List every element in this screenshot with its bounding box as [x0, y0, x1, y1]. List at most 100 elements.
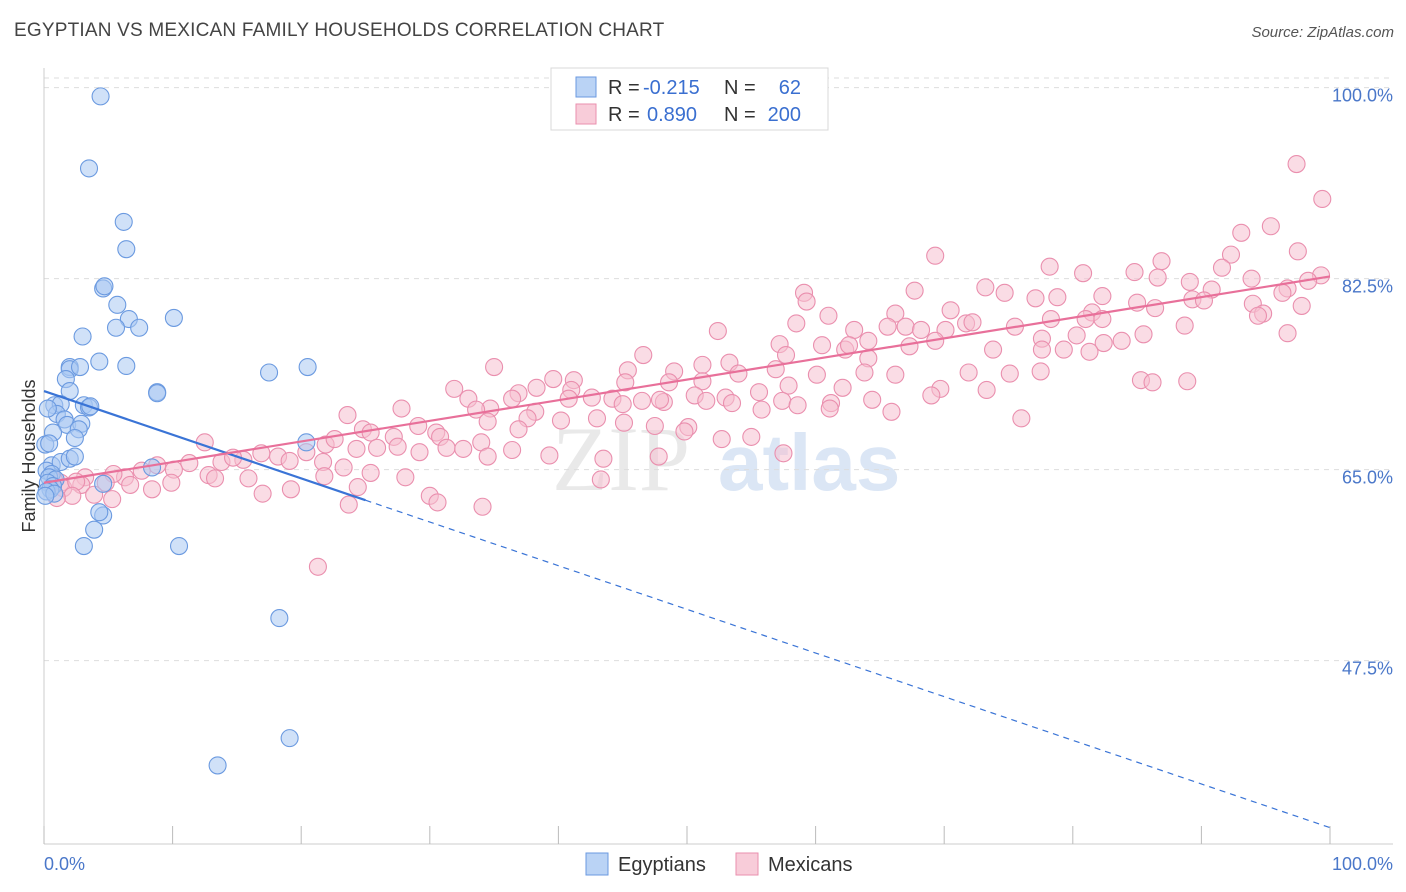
mexican-point	[774, 444, 793, 463]
mexican-point	[1194, 291, 1214, 310]
mexican-point	[121, 475, 140, 494]
mexican-point	[905, 281, 924, 300]
mexican-point	[594, 449, 613, 468]
y-tick-label: 100.0%	[1332, 86, 1393, 106]
egyptian-point	[270, 609, 289, 628]
mexican-point	[1278, 324, 1297, 343]
mexican-point	[428, 493, 447, 512]
egyptian-point	[65, 428, 84, 448]
mexican-point	[587, 409, 607, 428]
mexican-point	[334, 458, 353, 477]
egyptian-point	[106, 318, 126, 337]
series-egyptians	[36, 87, 317, 775]
mexican-point	[976, 278, 995, 297]
mexican-point	[819, 306, 838, 325]
egyptian-point	[108, 295, 127, 314]
mexican-point	[388, 437, 407, 456]
egyptian-point	[38, 399, 57, 418]
mexican-point	[253, 484, 272, 503]
mexican-point	[338, 406, 357, 425]
mexican-point	[995, 283, 1014, 302]
mexican-point	[963, 313, 982, 332]
legend-n-value-egyptians: 62	[779, 77, 801, 99]
mexican-point	[787, 314, 806, 333]
x-tick-label-min: 0.0%	[44, 854, 85, 874]
legend-r-value-egyptians: -0.215	[643, 77, 700, 99]
egyptian-point	[65, 447, 84, 466]
mexican-point	[445, 379, 464, 398]
mexican-point	[812, 336, 832, 355]
mexican-point	[1080, 342, 1099, 361]
y-tick-label: 47.5%	[1342, 659, 1393, 679]
mexican-point	[527, 378, 546, 397]
mexican-point	[503, 440, 522, 460]
mexican-point	[348, 478, 367, 497]
egyptian-point	[70, 358, 90, 377]
mexican-point	[1178, 372, 1197, 391]
legend-swatch-egyptians	[575, 76, 597, 98]
mexican-point	[142, 480, 162, 499]
mexican-point	[797, 292, 816, 311]
mexican-point	[1094, 333, 1113, 353]
mexican-point	[308, 557, 327, 576]
mexican-point	[863, 390, 882, 409]
mexican-point	[749, 383, 769, 402]
mexican-point	[649, 447, 668, 466]
mexican-point	[361, 463, 380, 482]
egyptian-point	[208, 756, 227, 775]
mexican-point	[693, 355, 712, 374]
y-tick-labels: 47.5% 65.0% 82.5% 100.0%	[1332, 86, 1393, 679]
mexican-point	[807, 365, 826, 384]
mexican-point	[613, 395, 632, 414]
egyptian-point	[91, 87, 110, 106]
mexican-point	[650, 390, 670, 409]
series-mexicans	[45, 154, 1332, 576]
legend-label-egyptians: Egyptians	[618, 854, 706, 876]
mexican-point	[882, 402, 901, 421]
mexican-point	[1032, 340, 1051, 359]
mexican-point	[1273, 283, 1292, 302]
mexican-point	[478, 412, 497, 431]
mexican-point	[1048, 288, 1067, 307]
mexican-point	[591, 470, 610, 489]
mexican-point	[410, 443, 429, 462]
mexican-point	[1287, 154, 1306, 174]
egyptian-point	[164, 308, 183, 327]
mexican-point	[1152, 252, 1171, 271]
egyptian-point	[117, 240, 136, 259]
egyptian-point	[148, 384, 167, 403]
mexican-point	[315, 467, 334, 486]
mexican-point	[712, 430, 731, 449]
mexican-point	[766, 360, 785, 379]
mexican-point	[503, 389, 522, 408]
mexican-point	[896, 317, 915, 336]
egyptian-point	[73, 327, 92, 346]
mexican-point	[1040, 257, 1059, 276]
mexican-point	[977, 380, 996, 400]
mexican-point	[409, 416, 428, 436]
chart-title: EGYPTIAN VS MEXICAN FAMILY HOUSEHOLDS CO…	[14, 20, 665, 41]
mexican-point	[708, 321, 727, 341]
mexican-point	[540, 446, 559, 465]
legend-swatch-egyptians-bottom	[585, 852, 609, 876]
legend-n-label-mexicans: N =	[724, 104, 756, 126]
mexican-point	[1093, 287, 1112, 306]
mexican-point	[280, 451, 299, 470]
mexican-point	[396, 468, 415, 487]
stats-legend-box	[550, 67, 829, 131]
mexican-point	[773, 391, 792, 410]
mexican-point	[912, 320, 931, 339]
egyptian-point	[40, 434, 59, 453]
legend-label-mexicans: Mexicans	[768, 854, 852, 876]
mexican-point	[729, 364, 748, 383]
grid-lines	[44, 77, 1393, 662]
mexican-point	[1146, 299, 1165, 318]
mexican-point	[1125, 263, 1144, 282]
mexican-point	[839, 336, 859, 355]
egyptian-point	[85, 520, 104, 539]
mexican-point	[1054, 340, 1073, 359]
mexican-point	[162, 473, 181, 492]
mexican-point	[1031, 362, 1050, 381]
legend-swatch-mexicans	[575, 103, 597, 125]
